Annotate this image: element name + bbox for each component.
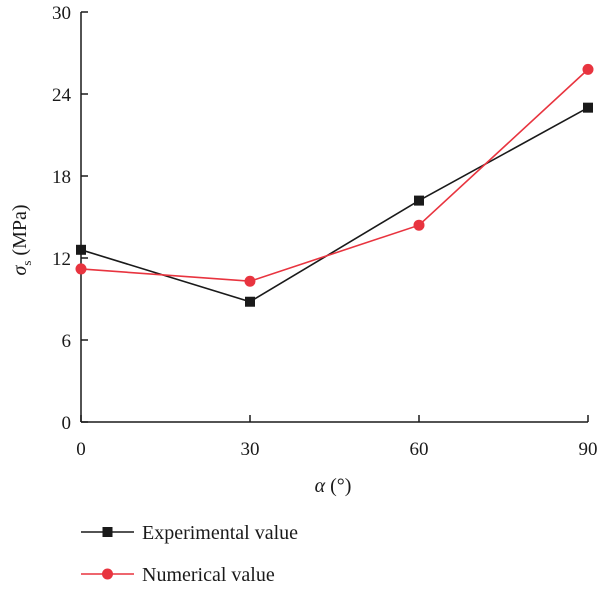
x-axis-label: α (°) bbox=[315, 475, 352, 497]
legend-marker bbox=[102, 568, 113, 580]
legend: Experimental value Numerical value bbox=[81, 522, 298, 586]
data-point bbox=[245, 296, 255, 307]
y-tick-label: 6 bbox=[62, 331, 72, 352]
data-point bbox=[76, 244, 86, 255]
data-point bbox=[582, 63, 594, 75]
legend-label: Experimental value bbox=[142, 522, 298, 544]
ticks: 0 6 12 18 24 30 0 30 60 90 bbox=[52, 3, 598, 460]
y-tick-label: 30 bbox=[52, 3, 71, 24]
series-layer bbox=[75, 63, 594, 307]
y-tick-label: 24 bbox=[52, 85, 72, 106]
y-tick-label: 12 bbox=[52, 249, 71, 270]
series-line bbox=[80, 68, 589, 283]
y-axis-label: σs (MPa) bbox=[9, 204, 34, 275]
series-1 bbox=[76, 102, 593, 307]
x-axis-symbol: α bbox=[315, 475, 326, 497]
y-tick-label: 18 bbox=[52, 167, 71, 188]
x-tick-label: 90 bbox=[579, 439, 598, 460]
axes bbox=[80, 12, 588, 423]
y-axis-unit: (MPa) bbox=[9, 204, 31, 260]
x-tick-label: 60 bbox=[410, 439, 429, 460]
legend-item: Numerical value bbox=[81, 564, 275, 586]
data-point bbox=[75, 263, 87, 275]
y-axis-subscript: s bbox=[19, 261, 34, 266]
x-tick-label: 30 bbox=[241, 439, 260, 460]
data-point bbox=[583, 102, 593, 113]
y-tick-label: 0 bbox=[62, 413, 72, 434]
legend-marker bbox=[102, 527, 113, 537]
series-line bbox=[80, 106, 589, 303]
legend-label: Numerical value bbox=[142, 564, 275, 586]
x-tick-label: 0 bbox=[76, 439, 86, 460]
data-point bbox=[413, 219, 425, 231]
data-point bbox=[244, 275, 256, 287]
legend-item: Experimental value bbox=[81, 522, 298, 544]
x-axis-unit: (°) bbox=[325, 475, 351, 497]
series-2 bbox=[75, 63, 594, 287]
data-point bbox=[414, 195, 424, 206]
y-axis-symbol: σ bbox=[9, 265, 31, 276]
